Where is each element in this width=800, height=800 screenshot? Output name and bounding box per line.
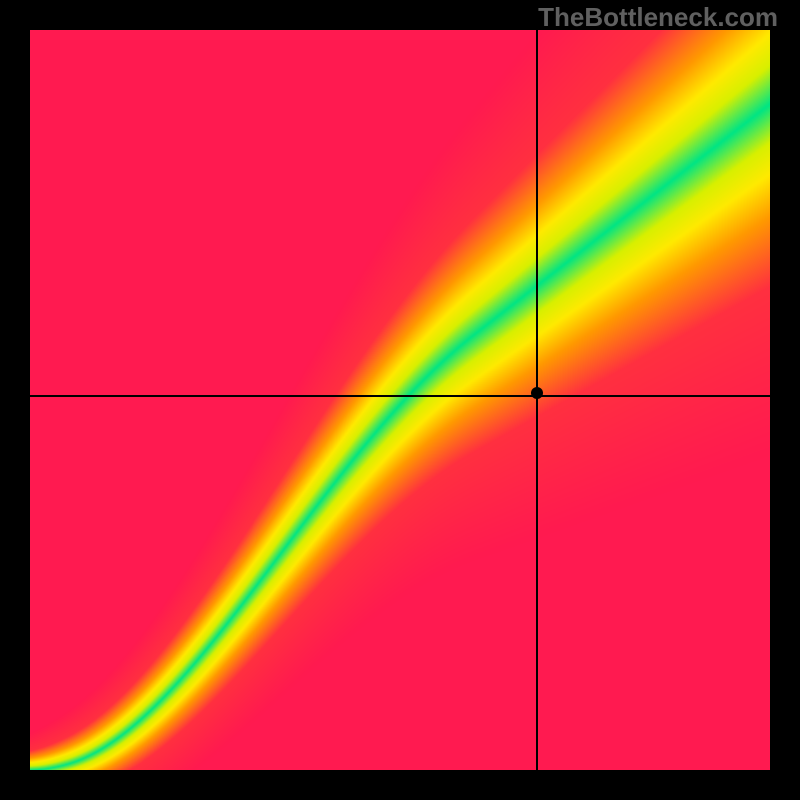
crosshair-vertical: [536, 30, 538, 770]
heatmap-canvas: [30, 30, 770, 770]
data-point-marker: [531, 387, 543, 399]
watermark: TheBottleneck.com: [538, 2, 778, 33]
crosshair-horizontal: [30, 395, 770, 397]
plot-area: [30, 30, 770, 770]
